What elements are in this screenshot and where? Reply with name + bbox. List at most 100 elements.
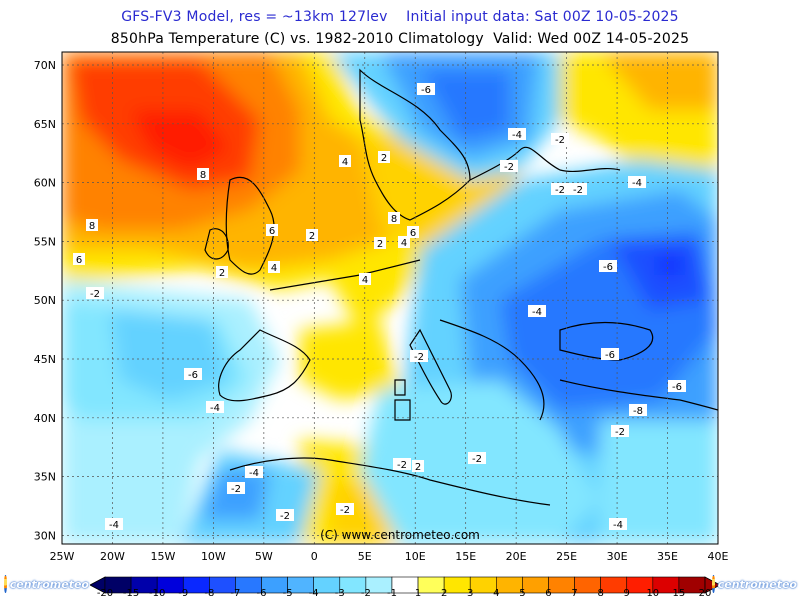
lon-label-40E: 40E (708, 550, 729, 563)
svg-text:-4: -4 (249, 468, 259, 479)
anomaly-field (62, 52, 718, 544)
lat-label-50N: 50N (34, 294, 56, 307)
svg-text:-2: -2 (573, 185, 583, 196)
contour-label: -2 (468, 452, 486, 465)
colorbar-tick-label: 2 (440, 588, 448, 599)
lon-label-5W: 5W (255, 550, 273, 563)
colorbar-tick-label: -1 (386, 588, 397, 599)
colorbar-tick-label: -3 (334, 588, 345, 599)
svg-text:-6: -6 (421, 85, 431, 96)
svg-text:-4: -4 (532, 307, 542, 318)
contour-label: 2 (216, 266, 228, 279)
svg-text:2: 2 (415, 462, 421, 473)
svg-text:4: 4 (342, 157, 348, 168)
contour-label: 2 (412, 460, 424, 473)
svg-text:2: 2 (381, 153, 387, 164)
lon-label-0: 0 (311, 550, 318, 563)
svg-text:-2: -2 (472, 454, 482, 465)
colorbar-tick-label: 9 (623, 588, 630, 599)
svg-text:-6: -6 (188, 370, 198, 381)
svg-text:-2: -2 (397, 460, 407, 471)
title-line-1: GFS-FV3 Model, res = ~13km 127lev Initia… (121, 9, 679, 25)
colorbar-tick-label: -2 (360, 588, 371, 599)
lon-label-10W: 10W (201, 550, 226, 563)
svg-text:6: 6 (269, 226, 275, 237)
centrometeo-logo-left: centrometeo (4, 572, 89, 596)
svg-text:2: 2 (219, 268, 225, 279)
svg-text:-6: -6 (672, 382, 682, 393)
lat-label-55N: 55N (34, 235, 56, 248)
lat-label-30N: 30N (34, 529, 56, 542)
colorbar-tick-label: 6 (545, 588, 552, 599)
contour-label: -4 (609, 518, 627, 531)
contour-label: 6 (73, 253, 85, 266)
contour-label: -2 (500, 160, 518, 173)
contour-label: 4 (398, 236, 410, 249)
contour-label: -2 (227, 482, 245, 495)
contour-label: 4 (359, 273, 371, 286)
centrometeo-logo-right: centrometeo (712, 572, 797, 596)
colorbar-tick-label: -4 (308, 588, 319, 599)
contour-label: -6 (601, 348, 619, 361)
svg-text:-2: -2 (90, 289, 100, 300)
lat-label-60N: 60N (34, 177, 56, 190)
colorbar-tick-label: 5 (519, 588, 526, 599)
svg-text:-2: -2 (340, 505, 350, 516)
colorbar-tick-label: -6 (256, 588, 267, 599)
colorbar-tick-label: 10 (646, 588, 660, 599)
contour-label: -6 (668, 380, 686, 393)
lat-label-45N: 45N (34, 353, 56, 366)
contour-label: 4 (339, 155, 351, 168)
svg-text:4: 4 (362, 275, 368, 286)
colorbar-tick-label: 7 (571, 588, 578, 599)
contour-label: 8 (388, 212, 400, 225)
svg-text:-2: -2 (555, 185, 565, 196)
svg-text:4: 4 (271, 263, 277, 274)
map-frame (61, 51, 719, 545)
contour-label: -4 (245, 466, 263, 479)
svg-text:-2: -2 (414, 352, 424, 363)
contour-label: -2 (393, 458, 411, 471)
svg-text:-4: -4 (613, 520, 623, 531)
colorbar-tick-label: -7 (230, 588, 241, 599)
contour-label: 2 (378, 151, 390, 164)
svg-text:2: 2 (377, 239, 383, 250)
lon-label-20E: 20E (506, 550, 527, 563)
contour-labels: -6-4-2-2-488 64 2864642-2-2-4-6-6-6-8-4-2-… (73, 83, 686, 531)
contour-label: -4 (528, 305, 546, 318)
graticule (62, 52, 718, 544)
contour-label: -2 (86, 287, 104, 300)
lat-label-40N: 40N (34, 412, 56, 425)
svg-text:-4: -4 (512, 130, 522, 141)
svg-text:6: 6 (76, 255, 82, 266)
contour-label: 2 (306, 229, 318, 242)
svg-text:8: 8 (200, 170, 206, 181)
contour-label: 6 (407, 226, 419, 239)
colorbar-tick-label: 20 (698, 588, 712, 599)
longitude-labels: 25W 20W 15W 10W 5W 0 5E 10E 15E 20E 25E 30E 35E 40E (50, 550, 729, 563)
contour-label: -6 (184, 368, 202, 381)
colorbar-tick-label: -20 (96, 588, 114, 599)
contour-label: 8 (197, 168, 209, 181)
contour-label: -2 (611, 425, 629, 438)
colorbar-tick-label: -10 (149, 588, 166, 599)
svg-text:8: 8 (391, 214, 397, 225)
lon-label-5E: 5E (358, 550, 372, 563)
contour-label: 2 (374, 237, 386, 250)
contour-label: -2 (336, 503, 354, 516)
contour-label: 6 (266, 224, 278, 237)
lat-label-35N: 35N (34, 471, 56, 484)
lat-label-65N: 65N (34, 118, 56, 131)
contour-label: -2 (276, 509, 294, 522)
lon-label-30E: 30E (607, 550, 628, 563)
svg-text:-2: -2 (231, 484, 241, 495)
lon-label-15W: 15W (150, 550, 175, 563)
lon-label-15E: 15E (455, 550, 476, 563)
svg-text:-2: -2 (280, 511, 290, 522)
svg-text:-6: -6 (603, 262, 613, 273)
contour-label: -4 (105, 518, 123, 531)
svg-text:-8: -8 (633, 406, 643, 417)
logo-disc-icon (712, 575, 715, 593)
lon-label-35E: 35E (657, 550, 678, 563)
colorbar-tick-label: 15 (672, 588, 686, 599)
